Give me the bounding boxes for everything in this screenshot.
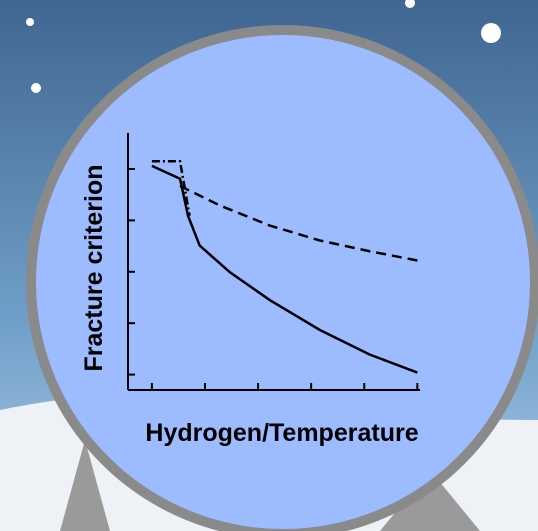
x-axis-label: Hydrogen/Temperature xyxy=(145,419,418,447)
chart: Hydrogen/Temperature Fracture criterion xyxy=(0,0,538,531)
y-axis-label: Fracture criterion xyxy=(80,164,108,371)
